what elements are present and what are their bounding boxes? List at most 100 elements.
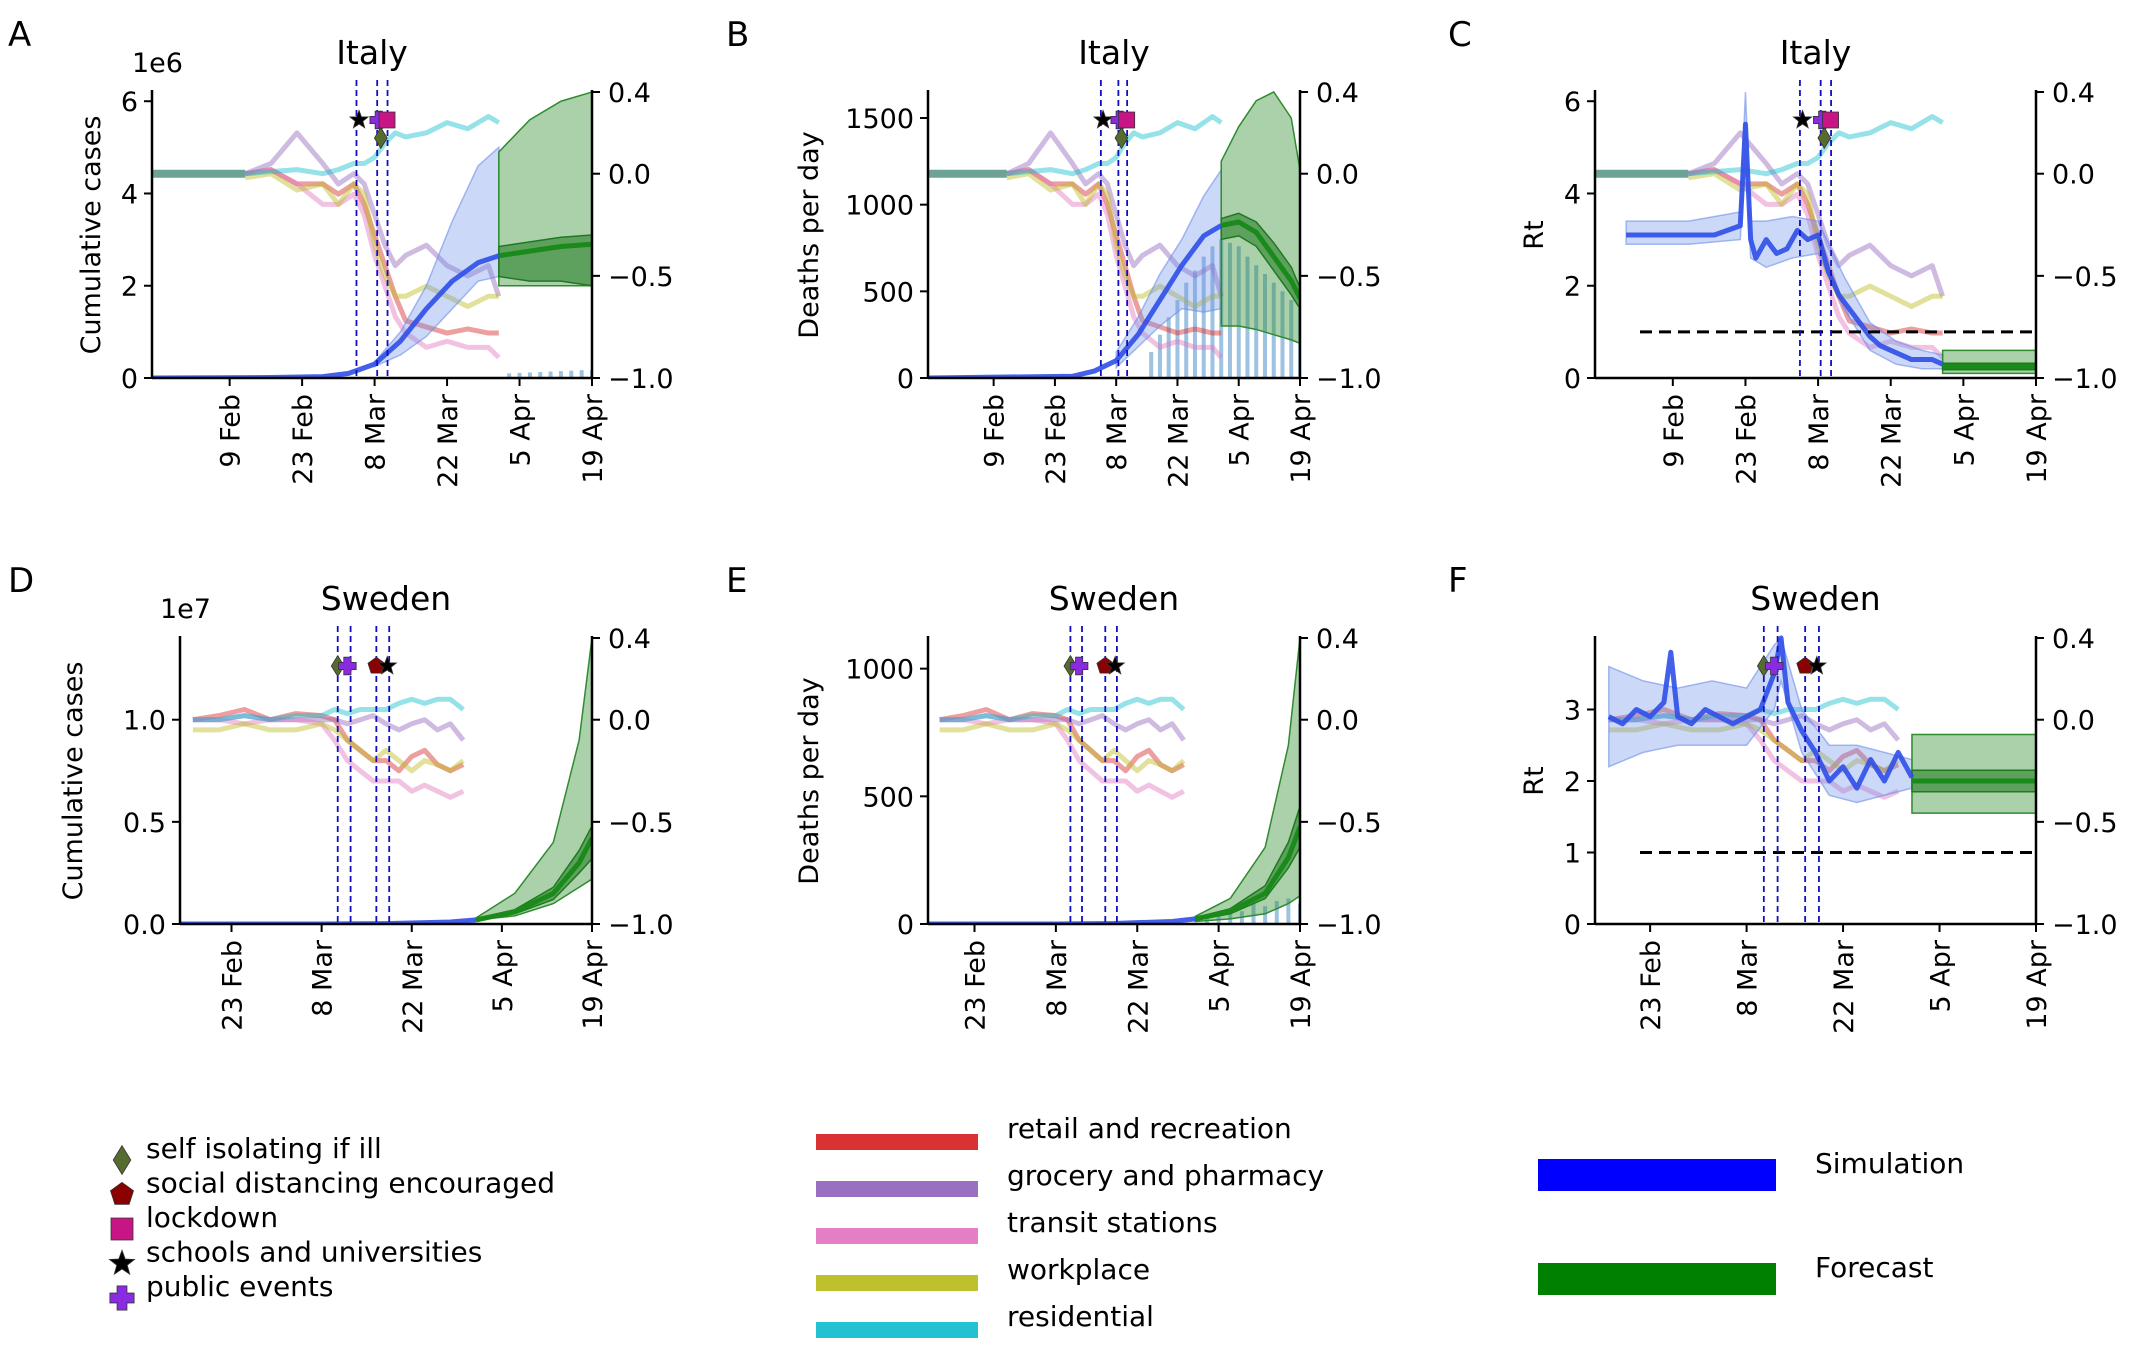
observed-bar bbox=[569, 370, 574, 378]
marker-pentagon-icon bbox=[1096, 656, 1115, 674]
forecast-line bbox=[475, 837, 592, 923]
y-tick-label: 0 bbox=[1564, 910, 1581, 941]
mobility-line-grocery bbox=[244, 130, 502, 298]
legend-model: Simulation Forecast bbox=[1538, 1147, 1964, 1295]
mobility-line-residential bbox=[1688, 114, 1944, 177]
y-tick-label: 1.0 bbox=[123, 706, 166, 737]
y2-tick-label: −1.0 bbox=[1316, 364, 1382, 395]
y2-tick-label: −1.0 bbox=[2052, 364, 2118, 395]
y2-tick-label: 0.4 bbox=[608, 78, 651, 109]
marker-square-icon bbox=[1118, 111, 1136, 129]
y-tick-label: 0 bbox=[897, 910, 914, 941]
plot-area bbox=[152, 91, 592, 378]
marker-square-icon bbox=[378, 111, 396, 129]
observed-bar bbox=[1192, 270, 1197, 378]
panel-letter: A bbox=[8, 15, 31, 55]
marker-cross-icon bbox=[1069, 656, 1089, 676]
legend-label: schools and universities bbox=[146, 1236, 482, 1269]
marker-star-icon bbox=[1792, 109, 1813, 129]
x-tick-label: 8 Mar bbox=[1804, 393, 1835, 471]
x-tick-label: 23 Feb bbox=[218, 940, 249, 1031]
marker-star-icon bbox=[1806, 655, 1828, 675]
y-tick-label: 4 bbox=[1564, 179, 1581, 210]
legend-swatch bbox=[816, 1322, 978, 1338]
y-tick-label: 500 bbox=[862, 782, 914, 813]
legend-marker-pentagon-icon bbox=[110, 1181, 134, 1205]
mobility-line-residential bbox=[244, 114, 501, 177]
observed-bar bbox=[579, 370, 584, 378]
x-tick-label: 5 Apr bbox=[1949, 393, 1980, 466]
marker-pentagon-icon bbox=[367, 656, 386, 674]
mobility-line-retail bbox=[939, 707, 1185, 774]
y-axis-label: Rt bbox=[1519, 766, 1550, 795]
chart-panel-e: E Sweden 0 500 1000 −1.0 −0.5 0.0 0.4 23 Feb 8 Mar… bbox=[726, 561, 1382, 1034]
panel-letter: C bbox=[1448, 15, 1472, 55]
legend-label: grocery and pharmacy bbox=[1007, 1159, 1324, 1192]
marker-cross-icon bbox=[338, 656, 357, 676]
legend-swatch bbox=[816, 1134, 978, 1150]
mobility-line-retail bbox=[244, 167, 499, 336]
y2-tick-label: −0.5 bbox=[608, 262, 674, 293]
y2-tick-label: −0.5 bbox=[2052, 808, 2118, 839]
plot-area bbox=[1607, 635, 2036, 854]
x-tick-label: 23 Feb bbox=[1636, 940, 1667, 1031]
y-tick-label: 0.5 bbox=[123, 808, 166, 839]
mobility-line-residential bbox=[1006, 114, 1223, 177]
y2-tick-label: 0.4 bbox=[2052, 624, 2095, 655]
legend-label: lockdown bbox=[146, 1201, 278, 1234]
legend-label: workplace bbox=[1007, 1253, 1150, 1286]
panel-letter: E bbox=[726, 561, 747, 601]
observed-bar bbox=[1251, 903, 1256, 924]
simulation-band bbox=[1625, 91, 1944, 370]
y-tick-label: 0 bbox=[897, 364, 914, 395]
y-multiplier: 1e6 bbox=[132, 48, 183, 79]
panel-letter: B bbox=[726, 15, 749, 55]
y-axis-label: Cumulative cases bbox=[76, 116, 107, 355]
y-tick-label: 2 bbox=[1564, 767, 1581, 798]
x-tick-label: 23 Feb bbox=[1041, 394, 1072, 485]
observed-bar bbox=[1236, 246, 1241, 378]
chart-title: Italy bbox=[1780, 33, 1852, 72]
chart-title: Sweden bbox=[321, 579, 451, 618]
observed-bar bbox=[517, 372, 522, 378]
marker-diamond-icon bbox=[373, 126, 388, 150]
y-tick-label: 0 bbox=[121, 364, 138, 395]
y2-tick-label: 0.4 bbox=[1316, 78, 1359, 109]
plot-area bbox=[180, 637, 592, 924]
panel-letter: F bbox=[1448, 561, 1468, 601]
marker-star-icon bbox=[1104, 655, 1126, 675]
mobility-line-transit bbox=[244, 167, 501, 360]
x-tick-label: 19 Apr bbox=[578, 939, 609, 1030]
y-tick-label: 500 bbox=[862, 277, 914, 308]
forecast-band-outer bbox=[475, 637, 592, 921]
observed-bar bbox=[1157, 334, 1162, 378]
x-tick-label: 22 Mar bbox=[433, 393, 464, 488]
observed-bar bbox=[1254, 265, 1259, 378]
chart-title: Italy bbox=[1078, 33, 1150, 72]
x-tick-label: 22 Mar bbox=[1829, 939, 1860, 1034]
marker-cross-icon bbox=[1764, 656, 1784, 676]
legend-marker-cross-icon bbox=[109, 1285, 135, 1311]
y2-tick-label: −1.0 bbox=[2052, 910, 2118, 941]
chart-panel-f: F Sweden 0 1 2 3 −1.0 −0.5 0.0 0.4 23 Feb 8 Mar 22 M… bbox=[1448, 561, 2118, 1034]
observed-bar bbox=[1280, 291, 1285, 378]
mobility-line-workplace bbox=[244, 171, 499, 309]
chart-panel-a: A Italy 1e6 0 2 4 6 −1.0 −0.5 0.0 0.4 9 Feb 23 Feb 8 … bbox=[8, 15, 674, 488]
mobility-line-residential bbox=[192, 696, 465, 723]
y2-tick-label: −0.5 bbox=[2052, 262, 2118, 293]
x-tick-label: 9 Feb bbox=[216, 394, 247, 468]
y2-tick-label: 0.0 bbox=[608, 160, 651, 191]
plot-area bbox=[928, 637, 1300, 924]
legend-label: public events bbox=[146, 1270, 333, 1303]
y2-tick-label: −0.5 bbox=[1316, 262, 1382, 293]
observed-bar bbox=[1274, 901, 1279, 924]
x-tick-label: 23 Feb bbox=[288, 394, 319, 485]
observed-bar bbox=[538, 372, 543, 378]
x-tick-label: 8 Mar bbox=[1102, 393, 1133, 471]
observed-bar bbox=[1228, 908, 1233, 924]
observed-bar bbox=[1262, 274, 1267, 378]
marker-square-icon bbox=[1822, 111, 1839, 129]
observed-bar bbox=[527, 372, 532, 378]
marker-star-icon bbox=[377, 655, 398, 675]
forecast-band-outer bbox=[1194, 637, 1300, 923]
